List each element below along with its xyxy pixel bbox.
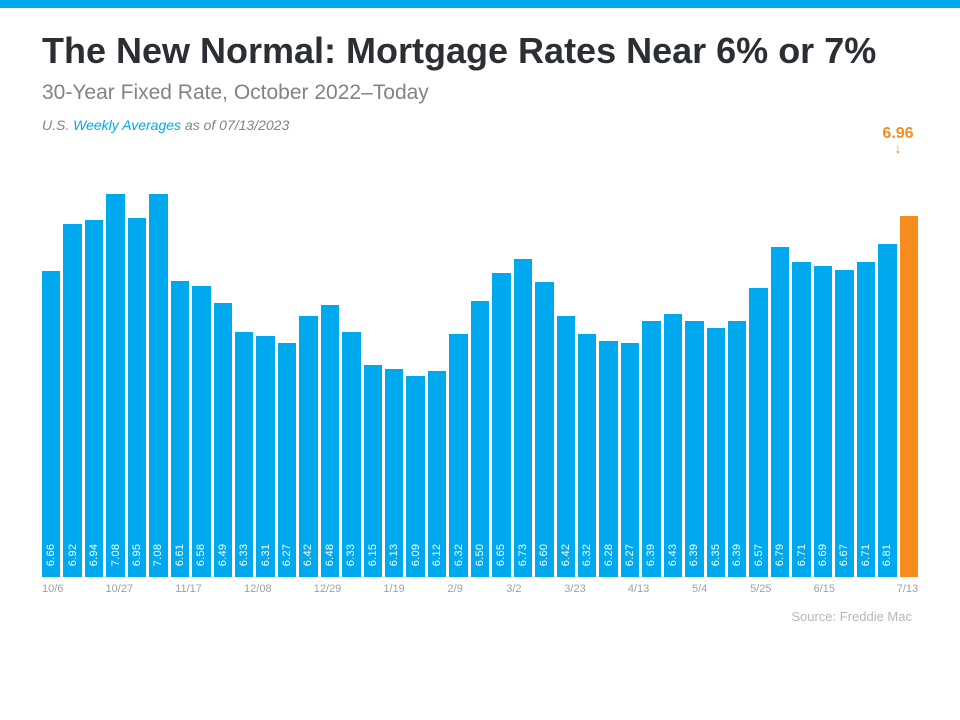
bar: 6.69 <box>814 266 832 577</box>
bar-value-label: 6.42 <box>302 544 314 591</box>
bar: 6.67 <box>835 270 853 577</box>
bar-value-label: 6.92 <box>67 544 79 591</box>
bar-value-label: 6.12 <box>431 544 443 591</box>
top-accent-bar <box>0 0 960 8</box>
bar: 6.58 <box>192 286 210 577</box>
bar-value-label: 6.50 <box>474 544 486 591</box>
bar-value-label: 6.73 <box>517 544 529 591</box>
bar: 6.61 <box>171 281 189 577</box>
bar: 6.95 <box>128 218 146 577</box>
bar-value-label: 6.15 <box>367 544 379 591</box>
highlight-callout: 6.96 ↓ <box>878 125 918 155</box>
bar-value-label: 6.13 <box>388 544 400 591</box>
bar: 6.94 <box>85 220 103 577</box>
bar-value-label: 6.27 <box>281 544 293 591</box>
bar-value-label: 6.66 <box>45 544 57 591</box>
bar: 6.13 <box>385 369 403 577</box>
bar-value-label: 7.08 <box>110 544 122 591</box>
bar: 6.39 <box>685 321 703 577</box>
bar-value-label: 6.33 <box>238 544 250 591</box>
note-link[interactable]: Weekly Averages <box>73 117 181 133</box>
bar-value-label: 6.33 <box>345 544 357 591</box>
bar-value-label: 6.39 <box>731 544 743 591</box>
down-arrow-icon: ↓ <box>878 141 918 155</box>
note-suffix: as of 07/13/2023 <box>181 117 289 133</box>
bar-value-label: 6.58 <box>195 544 207 591</box>
bar-value-label: 6.32 <box>453 544 465 591</box>
bar: 6.32 <box>578 334 596 577</box>
bar: 7.08 <box>106 194 124 577</box>
bar: 6.65 <box>492 273 510 577</box>
bar-value-label: 6.79 <box>774 544 786 591</box>
bar: 6.57 <box>749 288 767 577</box>
bar: 6.60 <box>535 282 553 577</box>
bar: 6.09 <box>406 376 424 577</box>
bar: 6.27 <box>278 343 296 577</box>
bar: 6.35 <box>707 328 725 577</box>
bar: 6.42 <box>557 316 575 577</box>
bar-value-label: 6.39 <box>688 544 700 591</box>
bar-value-label: 6.49 <box>217 544 229 591</box>
chart-subtitle: 30-Year Fixed Rate, October 2022–Today <box>42 81 918 105</box>
bar: 6.71 <box>857 262 875 577</box>
bar-value-label: 6.31 <box>260 544 272 591</box>
bar: 6.31 <box>256 336 274 577</box>
bar-value-label: 6.27 <box>624 544 636 591</box>
bar: 6.33 <box>342 332 360 577</box>
bar: 6.39 <box>642 321 660 577</box>
note-prefix: U.S. <box>42 117 73 133</box>
bar-value-label: 6.57 <box>753 544 765 591</box>
bar-value-label: 6.42 <box>560 544 572 591</box>
bar: 6.48 <box>321 305 339 577</box>
bar: 6.73 <box>514 259 532 577</box>
chart-container: The New Normal: Mortgage Rates Near 6% o… <box>0 8 960 634</box>
x-tick: 7/13 <box>897 583 918 595</box>
bar-value-label: 6.43 <box>667 544 679 591</box>
bar: 6.92 <box>63 224 81 577</box>
bar-value-label: 6.95 <box>131 544 143 591</box>
bar-value-label: 6.67 <box>838 544 850 591</box>
bar: 6.50 <box>471 301 489 577</box>
bar-value-label: 6.81 <box>881 544 893 591</box>
bar: 6.33 <box>235 332 253 577</box>
bar-value-label: 6.65 <box>495 544 507 591</box>
bar-value-label: 6.61 <box>174 544 186 591</box>
bar: 6.42 <box>299 316 317 577</box>
bar: 6.81 <box>878 244 896 577</box>
bar-value-label: 6.09 <box>410 544 422 591</box>
bar-value-label: 6.35 <box>710 544 722 591</box>
bar: 6.71 <box>792 262 810 577</box>
bar-value-label: 6.60 <box>538 544 550 591</box>
bar-value-label: 6.39 <box>645 544 657 591</box>
bar: 6.32 <box>449 334 467 577</box>
bar-value-label: 6.28 <box>603 544 615 591</box>
bar: 6.79 <box>771 247 789 577</box>
chart-note: U.S. Weekly Averages as of 07/13/2023 <box>42 117 918 133</box>
chart-title: The New Normal: Mortgage Rates Near 6% o… <box>42 28 918 73</box>
bar-value-label: 7.08 <box>152 544 164 591</box>
bar: 6.66 <box>42 271 60 577</box>
bar: 7.08 <box>149 194 167 577</box>
bar: 6.39 <box>728 321 746 577</box>
bar-value-label: 6.71 <box>860 544 872 591</box>
bars-group: 6.666.926.947.086.957.086.616.586.496.33… <box>42 172 918 577</box>
source-attribution: Source: Freddie Mac <box>42 609 918 624</box>
bar: 6.12 <box>428 371 446 577</box>
chart-plot-area: 6.96 ↓ 6.666.926.947.086.957.086.616.586… <box>42 147 918 577</box>
bar-value-label: 6.48 <box>324 544 336 591</box>
bar: 6.43 <box>664 314 682 577</box>
bar-value-label: 6.94 <box>88 544 100 591</box>
bar: 6.27 <box>621 343 639 577</box>
bar: 6.15 <box>364 365 382 577</box>
bar-value-label: 6.32 <box>581 544 593 591</box>
bar-highlight <box>900 216 918 577</box>
bar: 6.28 <box>599 341 617 577</box>
bar-value-label: 6.69 <box>817 544 829 591</box>
bar-value-label: 6.71 <box>796 544 808 591</box>
bar: 6.49 <box>214 303 232 577</box>
